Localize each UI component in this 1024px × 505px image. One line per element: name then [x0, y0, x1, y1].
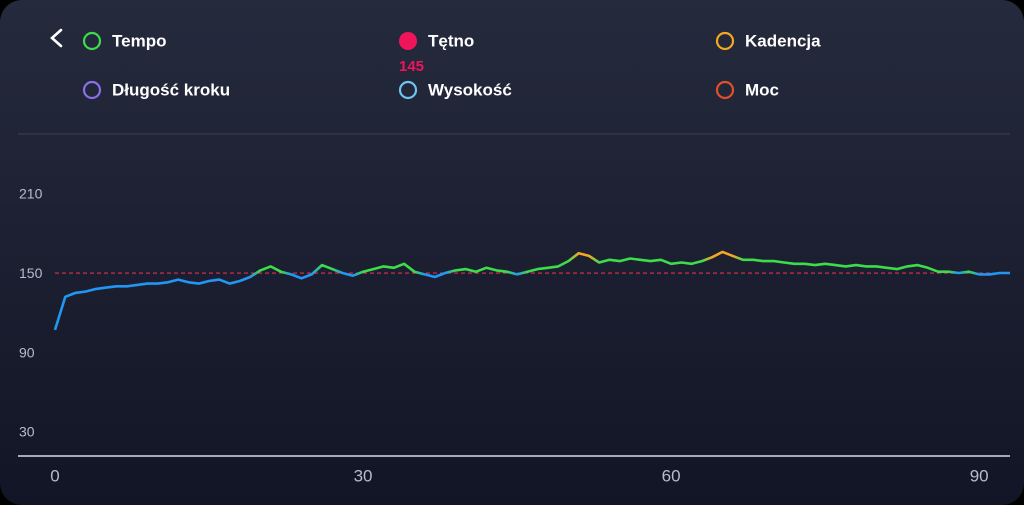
y-tick-label: 210	[19, 186, 43, 202]
legend-label: Tempo	[112, 31, 166, 50]
legend-item[interactable]: Moc	[715, 80, 779, 100]
legend-value: 145	[399, 58, 424, 75]
legend-marker	[399, 32, 417, 50]
legend-marker	[715, 31, 735, 51]
legend-marker	[398, 80, 418, 100]
x-tick-label: 30	[354, 466, 373, 485]
legend-item[interactable]: Kadencja	[715, 31, 821, 51]
x-tick-label: 0	[50, 466, 59, 485]
heart-rate-line	[53, 250, 1010, 331]
back-button[interactable]	[50, 28, 63, 48]
legend-marker	[82, 80, 102, 100]
x-tick-label: 90	[970, 466, 989, 485]
legend-marker	[82, 31, 102, 51]
legend-item[interactable]: Długość kroku	[82, 80, 230, 100]
y-tick-label: 150	[19, 265, 43, 281]
legend-item[interactable]: Wysokość	[398, 80, 512, 100]
legend-marker	[715, 80, 735, 100]
y-tick-label: 90	[19, 344, 35, 360]
x-tick-label: 60	[662, 466, 681, 485]
legend-label: Moc	[745, 80, 779, 99]
legend-item[interactable]: Tempo	[82, 31, 166, 51]
legend-label: Długość kroku	[112, 80, 230, 99]
y-tick-label: 30	[19, 424, 35, 440]
legend-label: Kadencja	[745, 31, 821, 50]
legend-label: Tętno	[428, 31, 474, 50]
legend-label: Wysokość	[428, 80, 512, 99]
